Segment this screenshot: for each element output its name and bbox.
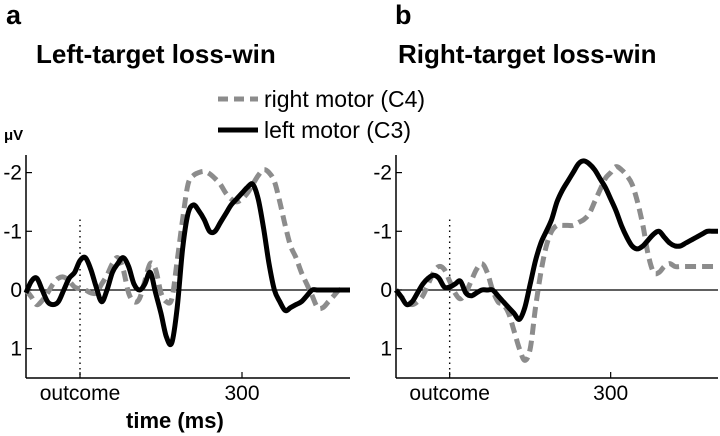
y-tick-label: -1 (3, 220, 22, 243)
x-tick-label: outcome (40, 382, 121, 405)
panel-title-b: Right-target loss-win (398, 39, 657, 69)
y-tick-label: 0 (10, 279, 22, 302)
y-tick-label: -2 (373, 162, 392, 185)
y-tick-label: -2 (3, 162, 22, 185)
panel-title-a: Left-target loss-win (36, 39, 276, 69)
panel-letter-a: a (6, 0, 22, 30)
legend: right motor (C4) left motor (C3) (218, 86, 425, 143)
series-line-left-motor (394, 158, 718, 322)
panel-letter-b: b (395, 0, 412, 30)
x-tick-label: 300 (224, 382, 259, 405)
y-unit-label: μV (4, 127, 23, 144)
y-tick-label: -1 (373, 220, 392, 243)
series-line-right-motor (394, 164, 718, 363)
y-tick-label: 1 (380, 338, 392, 361)
x-tick-label: outcome (409, 382, 490, 405)
x-axis-label: time (ms) (126, 408, 224, 433)
x-tick-label: 300 (593, 382, 628, 405)
legend-label-left-motor: left motor (C3) (264, 117, 411, 143)
series-line-right-motor (24, 167, 350, 312)
legend-label-right-motor: right motor (C4) (264, 86, 425, 112)
panel-a-plot: -2 -1 0 1 outcome 300 (3, 155, 350, 405)
y-tick-label: 0 (380, 279, 392, 302)
y-tick-label: 1 (10, 338, 22, 361)
series-line-left-motor (23, 181, 350, 348)
panel-b-plot: -2 -1 0 1 outcome 300 (373, 155, 718, 405)
